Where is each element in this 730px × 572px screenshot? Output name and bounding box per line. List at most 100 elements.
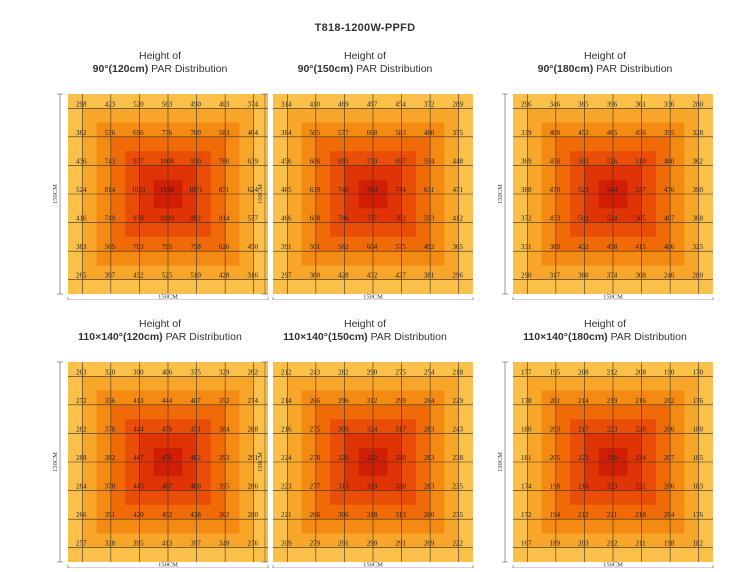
ppfd-value: 369 (521, 157, 532, 165)
ppfd-value: 1033 (131, 186, 146, 194)
ppfd-value: 181 (521, 454, 532, 462)
heatmap-svg: 296 346 365 396 361 336 280 339 408 453 465 456 395 3… (497, 93, 714, 300)
ppfd-value: 490 (190, 100, 201, 108)
ppfd-value: 235 (452, 511, 463, 519)
ppfd-value: 278 (310, 454, 321, 462)
ppfd-value: 565 (105, 243, 116, 251)
ppfd-value: 207 (664, 454, 675, 462)
ppfd-value: 274 (247, 397, 258, 405)
y-axis-label: 150CM (52, 452, 59, 472)
ppfd-value: 458 (607, 243, 618, 251)
ppfd-value: 631 (424, 186, 435, 194)
ppfd-value: 257 (76, 540, 87, 548)
ppfd-value: 226 (607, 454, 618, 462)
ppfd-value: 476 (162, 454, 173, 462)
ppfd-value: 448 (452, 157, 463, 165)
ppfd-value: 214 (281, 397, 292, 405)
ppfd-value: 1039 (160, 215, 175, 223)
heatmap-svg: 212 243 282 290 275 254 218 214 266 296 312 299 264 2… (257, 361, 474, 568)
ppfd-value: 423 (105, 100, 116, 108)
ppfd-value: 480 (424, 129, 435, 137)
ppfd-value: 450 (247, 243, 258, 251)
ppfd-value: 454 (395, 100, 406, 108)
ppfd-value: 362 (219, 511, 230, 519)
ppfd-value: 453 (578, 129, 589, 137)
ppfd-value: 208 (635, 368, 646, 376)
ppfd-value: 376 (105, 425, 116, 433)
ppfd-value: 290 (521, 272, 532, 280)
ppfd-value: 297 (281, 272, 292, 280)
panel-title-height: 90°(180cm) (537, 63, 594, 75)
ppfd-value: 695 (338, 157, 349, 165)
ppfd-value: 320 (105, 368, 116, 376)
ppfd-value: 413 (162, 540, 173, 548)
ppfd-value: 624 (247, 186, 258, 194)
ppfd-value: 583 (395, 129, 406, 137)
ppfd-value: 288 (76, 454, 87, 462)
ppfd-value: 320 (338, 454, 349, 462)
panel-title: Height of 110×140°(120cm) PAR Distributio… (40, 318, 280, 344)
ppfd-value: 749 (105, 215, 116, 223)
ppfd-value: 317 (395, 425, 406, 433)
ppfd-value: 352 (219, 397, 230, 405)
ppfd-value: 178 (521, 397, 532, 405)
ppfd-value: 525 (162, 272, 173, 280)
ppfd-value: 452 (162, 511, 173, 519)
ppfd-value: 583 (219, 129, 230, 137)
ppfd-value: 328 (692, 129, 703, 137)
ppfd-value: 510 (190, 272, 201, 280)
ppfd-value: 696 (133, 129, 144, 137)
heatmap-svg: 177 195 208 212 208 190 170 178 201 214 219 216 202 1… (497, 361, 714, 568)
ppfd-value: 784 (367, 186, 378, 194)
ppfd-value: 740 (338, 186, 349, 194)
ppfd-value: 223 (607, 425, 618, 433)
y-axis-label: 150CM (257, 184, 264, 204)
ppfd-value: 381 (424, 272, 435, 280)
ppfd-value: 277 (310, 483, 321, 491)
ppfd-value: 428 (338, 272, 349, 280)
ppfd-value: 280 (692, 100, 703, 108)
ppfd-value: 309 (338, 425, 349, 433)
ppfd-panel: Height of 110×140°(150cm) PAR Distributio… (245, 318, 485, 568)
panel-title-height: 90°(150cm) (297, 63, 354, 75)
ppfd-value: 331 (521, 243, 532, 251)
ppfd-value: 283 (424, 483, 435, 491)
ppfd-value: 339 (521, 129, 532, 137)
ppfd-value: 462 (190, 454, 201, 462)
panel-title-line2: 90°(150cm) PAR Distribution (245, 63, 485, 76)
ppfd-value: 505 (635, 215, 646, 223)
ppfd-value: 224 (281, 454, 292, 462)
ppfd-value: 479 (162, 425, 173, 433)
ppfd-value: 262 (247, 368, 258, 376)
ppfd-value: 871 (219, 186, 230, 194)
ppfd-value: 198 (550, 483, 561, 491)
ppfd-value: 289 (452, 100, 463, 108)
panel-title-line2: 90°(120cm) PAR Distribution (40, 63, 280, 76)
ppfd-value: 266 (76, 511, 87, 519)
ppfd-value: 382 (76, 129, 87, 137)
ppfd-value: 203 (550, 425, 561, 433)
panel-title-suffix: PAR Distribution (593, 63, 673, 75)
ppfd-value: 466 (281, 215, 292, 223)
ppfd-value: 219 (607, 397, 618, 405)
ppfd-value: 316 (247, 272, 258, 280)
ppfd-value: 361 (635, 100, 646, 108)
ppfd-panel: Height of 110×140°(120cm) PAR Distributio… (40, 318, 280, 568)
ppfd-value: 444 (133, 425, 144, 433)
ppfd-value: 396 (607, 100, 618, 108)
heatmap-svg: 298 423 520 563 490 403 374 382 576 696 776 700 583 4… (52, 93, 269, 300)
ppfd-value: 544 (607, 186, 618, 194)
ppfd-value: 445 (133, 483, 144, 491)
ppfd-value: 365 (452, 243, 463, 251)
ppfd-value: 608 (310, 215, 321, 223)
ppfd-value: 814 (219, 215, 230, 223)
ppfd-value: 485 (281, 186, 292, 194)
ppfd-value: 223 (281, 483, 292, 491)
ppfd-value: 204 (664, 511, 675, 519)
ppfd-value: 388 (521, 186, 532, 194)
ppfd-value: 389 (550, 243, 561, 251)
ppfd-value: 176 (692, 397, 703, 405)
panel-title-line1: Height of (138, 318, 182, 330)
ppfd-value: 264 (424, 397, 435, 405)
ppfd-value: 320 (395, 454, 406, 462)
